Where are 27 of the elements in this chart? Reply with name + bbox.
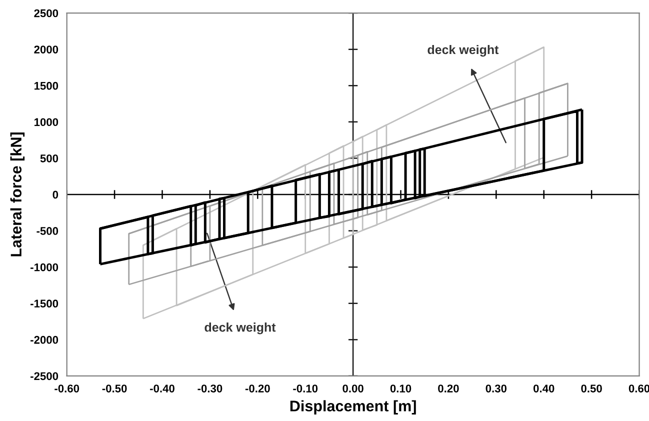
x-tick-label: 0.50	[581, 384, 602, 392]
x-tick-label: -0.30	[198, 384, 222, 392]
y-tick-label: 500	[40, 154, 58, 162]
y-tick-label: 2500	[34, 9, 58, 18]
y-tick-label: -2500	[30, 372, 58, 380]
x-tick-label: 0.30	[486, 384, 507, 392]
y-tick-label: 1500	[34, 82, 58, 90]
x-tick-label: 0.20	[438, 384, 459, 392]
y-tick-label: -1000	[30, 263, 58, 272]
y-tick-label: -2000	[30, 336, 58, 344]
annotation: deck weight	[428, 44, 499, 57]
x-tick-label: 0.10	[390, 384, 412, 392]
x-axis-title: Displacement [m]	[290, 400, 416, 414]
x-tick-label: -0.60	[54, 384, 80, 392]
annotation: deck weight	[204, 322, 276, 334]
y-tick-label: -1500	[30, 300, 58, 308]
y-tick-label: 0	[52, 190, 58, 199]
y-axis-title: Lateral force [kN]	[10, 132, 25, 256]
x-tick-label: 0.40	[533, 384, 554, 392]
y-tick-label: 1000	[34, 118, 58, 126]
x-tick-label: 0.00	[342, 384, 364, 392]
y-tick-label: -500	[36, 227, 58, 235]
x-tick-label: -0.20	[245, 384, 270, 392]
x-tick-label: -0.50	[102, 384, 127, 392]
x-tick-label: -0.10	[293, 384, 318, 392]
x-tick-label: -0.40	[150, 384, 174, 392]
y-tick-label: 2000	[34, 46, 58, 54]
